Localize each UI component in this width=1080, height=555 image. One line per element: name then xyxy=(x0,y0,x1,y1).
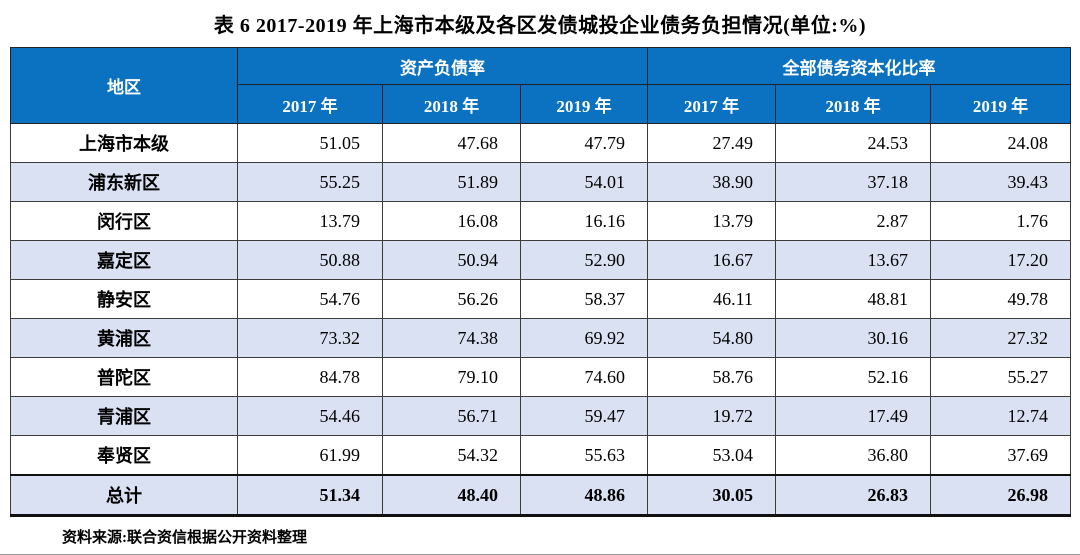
table-row: 上海市本级 51.05 47.68 47.79 27.49 24.53 24.0… xyxy=(10,123,1072,163)
region-cell: 青浦区 xyxy=(10,396,238,436)
total-row: 总计 51.34 48.40 48.86 30.05 26.83 26.98 xyxy=(10,474,1072,517)
header-year-2017-b: 2017 年 xyxy=(647,84,777,124)
table-row: 闵行区 13.79 16.08 16.16 13.79 2.87 1.76 xyxy=(10,201,1072,241)
value-cell: 48.40 xyxy=(382,474,521,517)
table-row: 青浦区 54.46 56.71 59.47 19.72 17.49 12.74 xyxy=(10,396,1072,436)
header-year-2018-b: 2018 年 xyxy=(775,84,932,124)
region-cell: 总计 xyxy=(10,474,238,517)
value-cell: 49.78 xyxy=(930,279,1072,319)
header-region: 地区 xyxy=(10,47,238,124)
value-cell: 24.08 xyxy=(930,123,1072,163)
value-cell: 55.25 xyxy=(237,162,383,202)
table-title: 表 6 2017-2019 年上海市本级及各区发债城投企业债务负担情况(单位:%… xyxy=(213,15,867,37)
value-cell: 1.76 xyxy=(930,201,1072,241)
value-cell: 26.83 xyxy=(775,474,932,517)
table-row: 黄浦区 73.32 74.38 69.92 54.80 30.16 27.32 xyxy=(10,318,1072,358)
value-cell: 48.81 xyxy=(775,279,932,319)
value-cell: 54.32 xyxy=(382,435,521,476)
header-group-debt-capitalization-ratio: 全部债务资本化比率 xyxy=(647,47,1072,85)
region-cell: 普陀区 xyxy=(10,357,238,397)
value-cell: 50.94 xyxy=(382,240,521,280)
value-cell: 16.16 xyxy=(519,201,649,241)
table-row: 静安区 54.76 56.26 58.37 46.11 48.81 49.78 xyxy=(10,279,1072,319)
value-cell: 54.80 xyxy=(647,318,777,358)
value-cell: 24.53 xyxy=(775,123,932,163)
header-group-row: 地区 资产负债率 全部债务资本化比率 xyxy=(10,47,1072,124)
value-cell: 69.92 xyxy=(519,318,649,358)
source-note: 资料来源:联合资信根据公开资料整理 xyxy=(62,530,307,546)
header-year-2018-a: 2018 年 xyxy=(382,84,521,124)
region-cell: 奉贤区 xyxy=(10,435,238,476)
value-cell: 19.72 xyxy=(647,396,777,436)
value-cell: 51.34 xyxy=(237,474,383,517)
value-cell: 37.69 xyxy=(930,435,1072,476)
table-row: 嘉定区 50.88 50.94 52.90 16.67 13.67 17.20 xyxy=(10,240,1072,280)
value-cell: 16.08 xyxy=(382,201,521,241)
header-group-asset-liability-ratio: 资产负债率 xyxy=(236,47,649,85)
region-cell: 静安区 xyxy=(10,279,238,319)
region-cell: 浦东新区 xyxy=(10,162,238,202)
value-cell: 47.79 xyxy=(519,123,649,163)
value-cell: 2.87 xyxy=(775,201,932,241)
value-cell: 52.16 xyxy=(775,357,932,397)
value-cell: 56.26 xyxy=(382,279,521,319)
value-cell: 61.99 xyxy=(237,435,383,476)
header-year-row: 2017 年 2018 年 2019 年 2017 年 2018 年 2019 … xyxy=(11,84,1072,124)
region-cell: 上海市本级 xyxy=(10,123,238,163)
value-cell: 79.10 xyxy=(382,357,521,397)
header-year-2019-a: 2019 年 xyxy=(519,84,649,124)
value-cell: 46.11 xyxy=(647,279,777,319)
value-cell: 26.98 xyxy=(930,474,1072,517)
value-cell: 37.18 xyxy=(775,162,932,202)
value-cell: 54.46 xyxy=(237,396,383,436)
value-cell: 51.05 xyxy=(237,123,383,163)
value-cell: 84.78 xyxy=(237,357,383,397)
value-cell: 27.32 xyxy=(930,318,1072,358)
value-cell: 56.71 xyxy=(382,396,521,436)
value-cell: 30.16 xyxy=(775,318,932,358)
value-cell: 12.74 xyxy=(930,396,1072,436)
value-cell: 36.80 xyxy=(775,435,932,476)
value-cell: 74.60 xyxy=(519,357,649,397)
value-cell: 38.90 xyxy=(647,162,777,202)
table-body: 上海市本级 51.05 47.68 47.79 27.49 24.53 24.0… xyxy=(10,123,1072,517)
value-cell: 30.05 xyxy=(647,474,777,517)
header-year-2019-b: 2019 年 xyxy=(930,84,1072,124)
value-cell: 58.76 xyxy=(647,357,777,397)
value-cell: 51.89 xyxy=(382,162,521,202)
value-cell: 13.79 xyxy=(647,201,777,241)
value-cell: 59.47 xyxy=(519,396,649,436)
value-cell: 74.38 xyxy=(382,318,521,358)
value-cell: 54.01 xyxy=(519,162,649,202)
value-cell: 50.88 xyxy=(237,240,383,280)
value-cell: 47.68 xyxy=(382,123,521,163)
table-header: 地区 资产负债率 全部债务资本化比率 2017 年 2018 年 2019 年 … xyxy=(10,47,1072,124)
value-cell: 48.86 xyxy=(519,474,649,517)
debt-burden-table: 地区 资产负债率 全部债务资本化比率 2017 年 2018 年 2019 年 … xyxy=(10,47,1072,517)
value-cell: 53.04 xyxy=(647,435,777,476)
value-cell: 16.67 xyxy=(647,240,777,280)
value-cell: 13.79 xyxy=(237,201,383,241)
header-year-2017-a: 2017 年 xyxy=(237,84,383,124)
value-cell: 13.67 xyxy=(775,240,932,280)
value-cell: 39.43 xyxy=(930,162,1072,202)
region-cell: 黄浦区 xyxy=(10,318,238,358)
value-cell: 58.37 xyxy=(519,279,649,319)
value-cell: 17.49 xyxy=(775,396,932,436)
value-cell: 54.76 xyxy=(237,279,383,319)
region-cell: 嘉定区 xyxy=(10,240,238,280)
value-cell: 55.27 xyxy=(930,357,1072,397)
region-cell: 闵行区 xyxy=(10,201,238,241)
value-cell: 73.32 xyxy=(237,318,383,358)
table-row: 奉贤区 61.99 54.32 55.63 53.04 36.80 37.69 xyxy=(10,435,1072,476)
table-row: 普陀区 84.78 79.10 74.60 58.76 52.16 55.27 xyxy=(10,357,1072,397)
value-cell: 27.49 xyxy=(647,123,777,163)
value-cell: 17.20 xyxy=(930,240,1072,280)
table-row: 浦东新区 55.25 51.89 54.01 38.90 37.18 39.43 xyxy=(10,162,1072,202)
value-cell: 55.63 xyxy=(519,435,649,476)
value-cell: 52.90 xyxy=(519,240,649,280)
